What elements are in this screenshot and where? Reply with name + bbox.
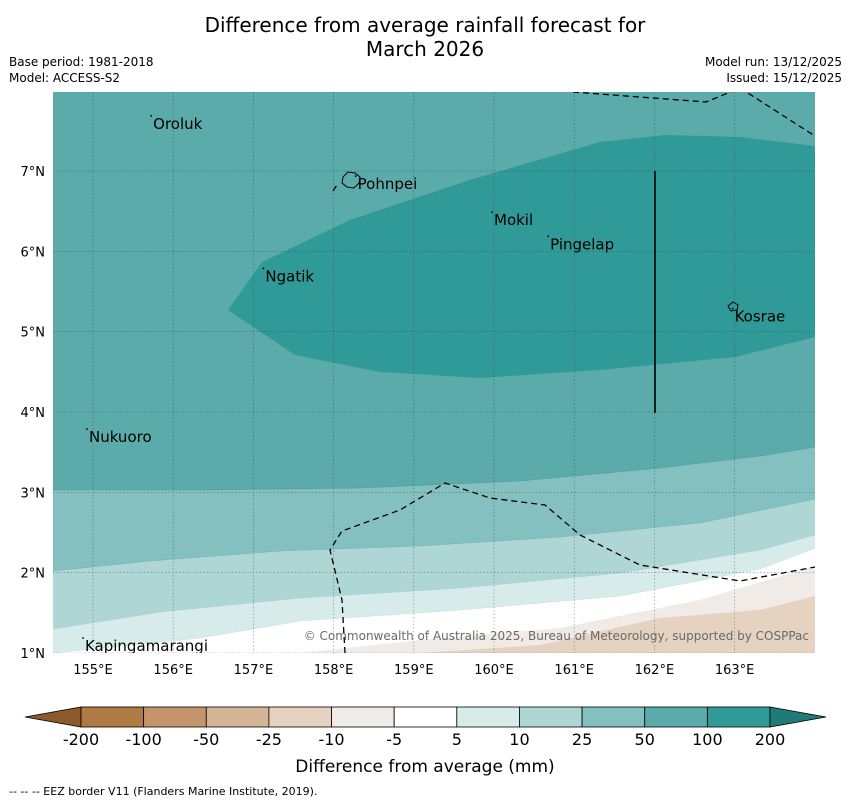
colorbar-extend-left (24, 706, 82, 728)
place-marker (82, 637, 84, 639)
lon-tick-label: 162°E (635, 663, 675, 678)
colorbar-tick-label: 5 (452, 730, 462, 749)
issued-date: Issued: 15/12/2025 (726, 71, 842, 85)
lon-tick-label: 163°E (715, 663, 755, 678)
footnote: -- -- -- EEZ border V11 (Flanders Marine… (9, 785, 318, 798)
place-marker (262, 267, 265, 270)
contour-line (53, 547, 815, 653)
colorbar-tick-label: 50 (635, 730, 655, 749)
colorbar-label: Difference from average (mm) (295, 757, 554, 777)
lat-tick-label: 7°N (21, 165, 46, 180)
colorbar-segment (393, 706, 458, 728)
place-label: Nukuoro (89, 428, 152, 446)
contour-line (53, 446, 815, 491)
place-label: Ngatik (265, 267, 314, 285)
title-line-1: Difference from average rainfall forecas… (204, 13, 646, 37)
colorbar-tick-label: 200 (755, 730, 786, 749)
model-run: Model run: 13/12/2025 (704, 55, 842, 69)
lon-tick-label: 158°E (314, 663, 354, 678)
place-label: Kosrae (735, 308, 786, 326)
colorbar-tick-label: -100 (125, 730, 161, 749)
lat-tick-label: 3°N (21, 486, 46, 501)
colorbar-segment (706, 706, 771, 728)
place-marker (150, 114, 153, 117)
place-label: Mokil (494, 211, 533, 229)
place-label: Kapingamarangi (85, 637, 208, 655)
kosrae-island-outline (727, 301, 739, 312)
colorbar (24, 706, 827, 728)
eez-border-south (329, 482, 815, 653)
latitude-labels: 7°N 6°N 5°N 4°N 3°N 2°N 1°N (21, 165, 46, 662)
colorbar-segment (268, 706, 332, 728)
place-marker (491, 211, 493, 214)
place-label: Pohnpei (358, 175, 418, 193)
colorbar-segment (581, 706, 646, 728)
eez-border-fragment (332, 184, 338, 192)
colorbar-segment (331, 706, 395, 728)
base-period: Base period: 1981-2018 (9, 55, 154, 69)
eez-border-north (572, 92, 815, 137)
place-label: Pingelap (550, 235, 614, 253)
lon-tick-label: 160°E (474, 663, 514, 678)
contour-line (53, 534, 815, 630)
map-field: Oroluk Pohnpei Mokil Pingelap Ngatik Kosrae Nu… (53, 92, 815, 655)
contour-line (53, 498, 815, 572)
colorbar-tick-labels: -200 -100 -50 -25 -10 -5 5 10 25 50 100 200 (63, 730, 785, 749)
title-line-2: March 2026 (365, 37, 485, 61)
lat-tick-label: 2°N (21, 567, 46, 582)
lon-tick-label: 159°E (394, 663, 434, 678)
colorbar-tick-label: 10 (509, 730, 529, 749)
band-neg10-neg25 (420, 596, 815, 653)
eez-borders (329, 92, 815, 653)
place-labels: Oroluk Pohnpei Mokil Pingelap Ngatik Kosrae Nu… (82, 114, 786, 655)
meta-right: Model run: 13/12/2025 Issued: 15/12/2025 (705, 54, 842, 86)
lon-tick-label: 156°E (153, 663, 193, 678)
place-marker (731, 307, 734, 310)
colorbar-tick-label: -10 (318, 730, 344, 749)
lon-tick-label: 157°E (234, 663, 274, 678)
lon-tick-label: 161°E (554, 663, 594, 678)
colorbar-segment (519, 706, 583, 728)
colorbar-segment (80, 706, 145, 728)
colorbar-segment (456, 706, 520, 728)
colorbar-extend-right (769, 706, 827, 728)
lat-tick-label: 6°N (21, 245, 46, 260)
pohnpei-island-outline (341, 171, 361, 189)
lat-tick-label: 4°N (21, 406, 46, 421)
lon-tick-label: 155°E (73, 663, 113, 678)
colorbar-tick-label: -25 (256, 730, 282, 749)
lat-tick-label: 5°N (21, 326, 46, 341)
meta-left: Base period: 1981-2018 Model: ACCESS-S2 (9, 54, 154, 86)
chart-title: Difference from average rainfall forecas… (0, 13, 850, 61)
colorbar-tick-label: 25 (572, 730, 592, 749)
band-100-200 (228, 135, 815, 378)
colorbar-segment (644, 706, 708, 728)
place-label: Oroluk (153, 115, 202, 133)
longitude-labels: 155°E 156°E 157°E 158°E 159°E 160°E 161°E 162°E… (73, 663, 754, 678)
colorbar-segment (143, 706, 207, 728)
place-marker (354, 175, 357, 177)
colorbar-segment (205, 706, 270, 728)
copyright-text: © Commonwealth of Australia 2025, Bureau… (304, 629, 809, 643)
colorbar-tick-label: -5 (386, 730, 402, 749)
lat-tick-label: 1°N (21, 647, 46, 662)
model-name: Model: ACCESS-S2 (9, 71, 121, 85)
place-marker (547, 235, 550, 238)
colorbar-tick-label: -200 (63, 730, 99, 749)
colorbar-tick-label: -50 (193, 730, 219, 749)
place-marker (86, 428, 88, 431)
colorbar-tick-label: 100 (692, 730, 723, 749)
